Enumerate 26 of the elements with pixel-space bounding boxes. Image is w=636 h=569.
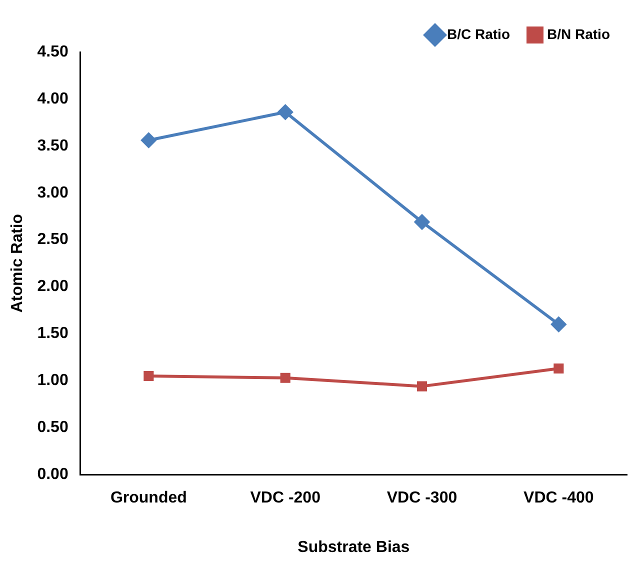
y-tick-label: 4.50	[37, 43, 68, 60]
legend-label: B/N Ratio	[547, 26, 610, 42]
y-tick-label: 2.50	[37, 231, 68, 248]
y-tick-label: 3.00	[37, 184, 68, 202]
x-tick-label: VDC -300	[386, 490, 458, 507]
point	[141, 132, 156, 148]
point	[554, 363, 564, 374]
y-tick-label: 3.50	[37, 137, 68, 154]
y-tick-label: 4.00	[37, 90, 68, 108]
point	[416, 381, 428, 392]
point	[144, 370, 154, 382]
y-tick-label: 0.50	[37, 419, 68, 436]
y-tick-label: 1.50	[37, 325, 68, 342]
point	[414, 214, 430, 230]
y-tick-label: 2.00	[37, 278, 68, 296]
x-tick-label: VDC -400	[524, 490, 594, 507]
point	[278, 104, 293, 120]
point	[551, 316, 566, 332]
x-axis-title: Substrate Bias	[298, 538, 410, 556]
legend-label: B/C Ratio	[447, 26, 510, 42]
point	[280, 372, 290, 383]
x-tick-label: VDC -200	[250, 490, 321, 507]
x-tick-label: Grounded	[110, 490, 187, 507]
y-tick-label: 0.00	[37, 466, 68, 484]
y-tick-label: 1.00	[37, 372, 68, 390]
y-axis-title: Atomic Ratio	[9, 214, 26, 313]
